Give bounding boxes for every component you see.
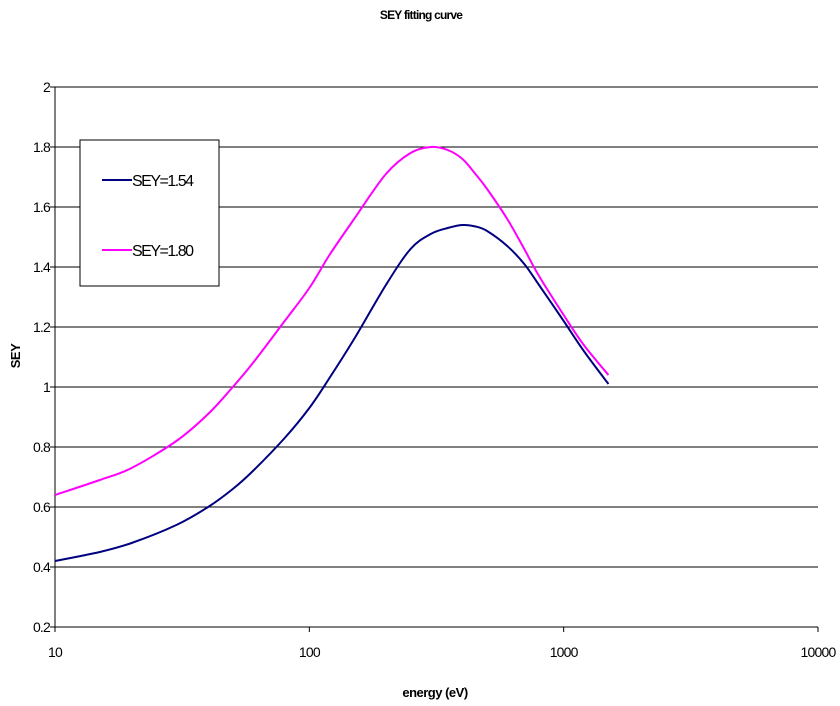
x-tick-label: 10000 [801,644,837,660]
y-tick-label: 0.4 [33,559,51,575]
y-tick-label: 0.6 [33,499,51,515]
legend-box [79,139,220,287]
y-tick-label: 1 [43,379,51,395]
x-axis-title: energy (eV) [402,685,467,700]
series-line-1 [54,223,610,562]
y-tick-label: 0.2 [33,619,51,635]
series-line-2 [54,145,610,496]
x-tick-label: 1000 [550,644,579,660]
chart-title: SEY fitting curve [380,8,463,22]
y-tick-label: 1.2 [33,319,51,335]
y-tick-label: 2 [43,79,51,95]
y-tick-label: 1.8 [33,139,51,155]
y-axis-title: SEY [8,343,23,368]
y-tick-label: 1.6 [33,199,51,215]
y-tick-label: 1.4 [33,259,51,275]
tick-labels: 0.2 0.4 0.6 0.8 1 1.2 1.4 1.6 1.8 2 10 100 1000 10000 [33,79,837,660]
x-tick-label: 100 [299,644,321,660]
legend-label-2: SEY=1.80 [132,243,194,260]
legend: SEY=1.54 SEY=1.80 [79,139,220,287]
axes [50,86,819,632]
legend-label-1: SEY=1.54 [132,173,194,190]
series-lines [54,145,610,562]
y-tick-label: 0.8 [33,439,51,455]
x-tick-label: 10 [48,644,63,660]
